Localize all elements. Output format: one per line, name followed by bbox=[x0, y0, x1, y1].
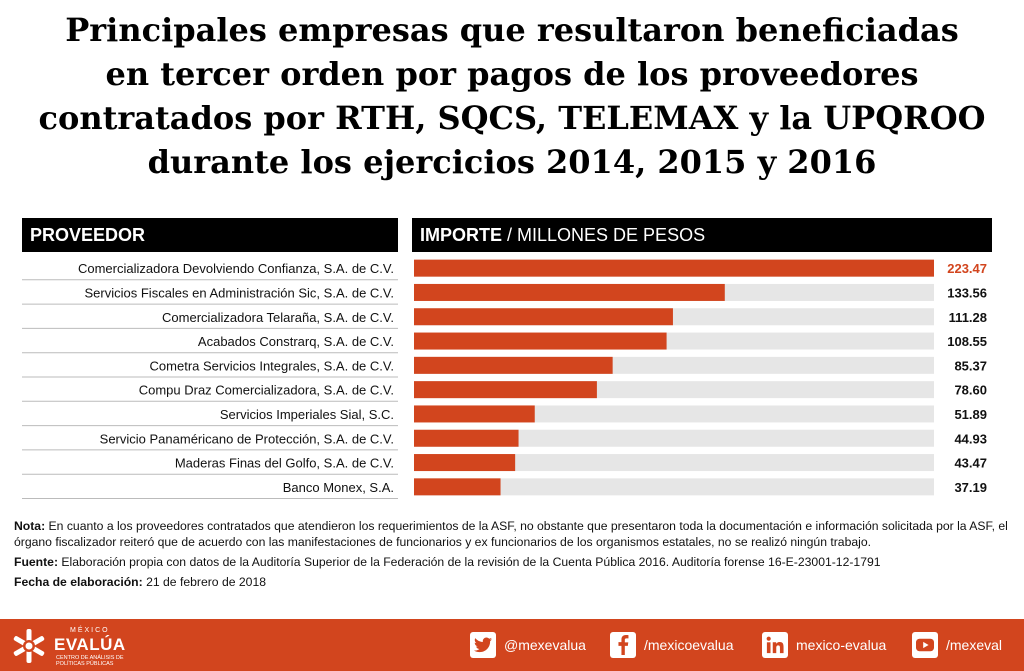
category-label: Comercializadora Devolviendo Confianza, … bbox=[78, 261, 394, 276]
value-label: 43.47 bbox=[954, 456, 987, 471]
facebook-icon bbox=[610, 632, 636, 658]
bar-track bbox=[414, 478, 934, 496]
logo-subtitle-text: CENTRO DE ANÁLISIS DE POLÍTICAS PÚBLICAS bbox=[56, 655, 124, 667]
bar bbox=[414, 356, 613, 374]
date-label: Fecha de elaboración: bbox=[14, 575, 143, 589]
note-paragraph: Nota: En cuanto a los proveedores contra… bbox=[14, 518, 1014, 550]
bar-chart: Comercializadora Devolviendo Confianza, … bbox=[22, 259, 987, 499]
value-label: 85.37 bbox=[954, 358, 987, 373]
youtube-icon bbox=[912, 632, 938, 658]
value-label: 37.19 bbox=[954, 480, 987, 495]
bar-track bbox=[414, 405, 934, 423]
title-line-4: durante los ejercicios 2014, 2015 y 2016 bbox=[147, 143, 877, 181]
provider-column-header: PROVEEDOR bbox=[22, 218, 398, 252]
bar bbox=[414, 283, 725, 301]
category-label: Servicio Panaméricano de Protección, S.A… bbox=[100, 431, 394, 446]
category-label: Maderas Finas del Golfo, S.A. de C.V. bbox=[175, 456, 394, 471]
amount-header-unit: / MILLONES DE PESOS bbox=[502, 225, 706, 245]
value-label: 133.56 bbox=[947, 285, 987, 300]
title-line-3: contratados por RTH, SQCS, TELEMAX y la … bbox=[38, 99, 986, 137]
twitter-handle: @mexevalua bbox=[504, 637, 586, 653]
facebook-handle: /mexicoevalua bbox=[644, 637, 734, 653]
bar-track bbox=[414, 429, 934, 447]
category-label: Banco Monex, S.A. bbox=[283, 480, 394, 495]
value-label: 44.93 bbox=[954, 431, 987, 446]
category-label: Acabados Constrarq, S.A. de C.V. bbox=[198, 334, 394, 349]
bar bbox=[414, 454, 516, 472]
category-label: Compu Draz Comercializadora, S.A. de C.V… bbox=[139, 383, 394, 398]
category-label: Cometra Servicios Integrales, S.A. de C.… bbox=[150, 358, 394, 373]
logo-name-text: EVALÚA bbox=[54, 635, 126, 654]
youtube-handle: /mexeval bbox=[946, 637, 1003, 653]
value-label: 51.89 bbox=[954, 407, 987, 422]
facebook-link[interactable]: /mexicoevalua bbox=[610, 632, 734, 658]
note-label: Nota: bbox=[14, 519, 46, 533]
date-text: 21 de febrero de 2018 bbox=[142, 575, 267, 589]
linkedin-link[interactable]: mexico-evalua bbox=[762, 632, 886, 658]
amount-header-bold: IMPORTE bbox=[420, 225, 503, 245]
source-label: Fuente: bbox=[14, 555, 59, 569]
logo-top-text: MÉXICO bbox=[70, 627, 110, 634]
title-line-2: en tercer orden por pagos de los proveed… bbox=[105, 55, 919, 93]
bar bbox=[414, 381, 597, 399]
bar bbox=[414, 429, 519, 447]
value-label: 223.47 bbox=[947, 261, 987, 276]
source-text: Elaboración propia con datos de la Audit… bbox=[58, 555, 881, 569]
bar bbox=[414, 259, 934, 277]
value-label: 108.55 bbox=[947, 334, 987, 349]
footer-bar: MÉXICO EVALÚA CENTRO DE ANÁLISIS DE POLÍ… bbox=[0, 619, 1024, 671]
bar bbox=[414, 308, 673, 326]
bar bbox=[414, 478, 501, 496]
title-line-1: Principales empresas que resultaron bene… bbox=[65, 11, 959, 49]
category-label: Servicios Imperiales Sial, S.C. bbox=[220, 407, 394, 422]
category-label: Servicios Fiscales en Administración Sic… bbox=[85, 285, 394, 300]
twitter-link[interactable]: @mexevalua bbox=[470, 632, 586, 658]
category-label: Comercializadora Telaraña, S.A. de C.V. bbox=[162, 310, 394, 325]
note-text: En cuanto a los proveedores contratados … bbox=[14, 519, 1008, 549]
twitter-icon bbox=[470, 632, 496, 658]
linkedin-handle: mexico-evalua bbox=[796, 637, 887, 653]
notes-section: Nota: En cuanto a los proveedores contra… bbox=[14, 518, 1014, 594]
logo-star-icon bbox=[13, 629, 45, 663]
source-paragraph: Fuente: Elaboración propia con datos de … bbox=[14, 554, 1014, 570]
chart-title: Principales empresas que resultaron bene… bbox=[0, 8, 1024, 184]
youtube-link[interactable]: /mexeval bbox=[912, 632, 1002, 658]
bar bbox=[414, 405, 535, 423]
value-label: 111.28 bbox=[949, 310, 987, 325]
amount-column-header: IMPORTE / MILLONES DE PESOS bbox=[412, 218, 992, 252]
bar bbox=[414, 332, 667, 350]
mexico-evalua-logo[interactable]: MÉXICO EVALÚA CENTRO DE ANÁLISIS DE POLÍ… bbox=[10, 625, 125, 667]
bar-track bbox=[414, 454, 934, 472]
value-label: 78.60 bbox=[954, 383, 987, 398]
linkedin-icon bbox=[762, 632, 788, 658]
date-paragraph: Fecha de elaboración: 21 de febrero de 2… bbox=[14, 574, 1014, 590]
